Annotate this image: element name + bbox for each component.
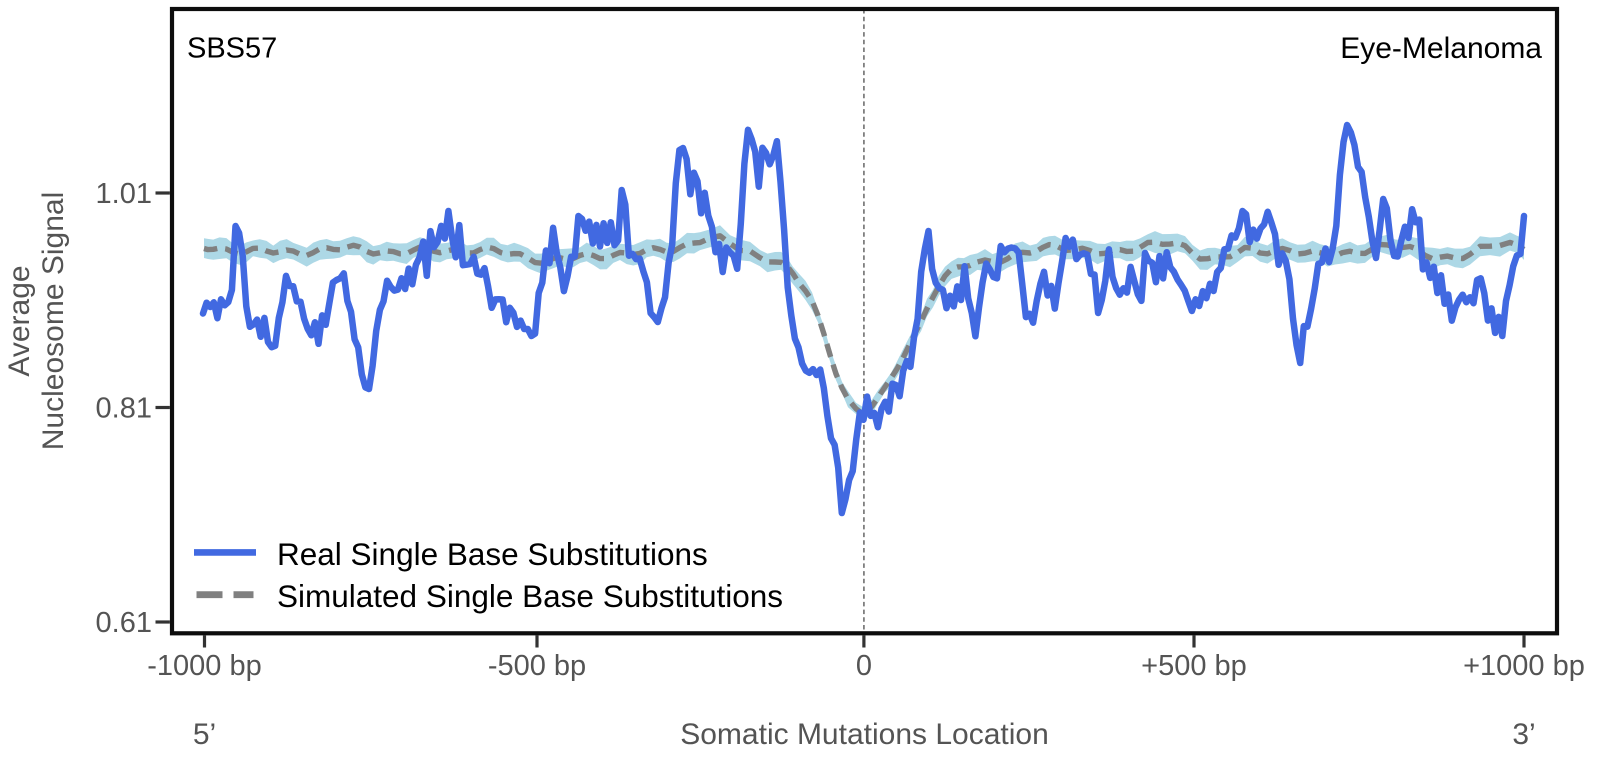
svg-text:0.61: 0.61	[96, 607, 152, 639]
svg-text:0: 0	[856, 650, 872, 682]
svg-text:1.01: 1.01	[96, 178, 152, 210]
svg-text:+500 bp: +500 bp	[1141, 650, 1247, 682]
svg-text:Average: Average	[3, 265, 36, 376]
svg-text:+1000 bp: +1000 bp	[1463, 650, 1585, 682]
svg-text:3’: 3’	[1512, 718, 1535, 751]
svg-text:Somatic Mutations Location: Somatic Mutations Location	[680, 718, 1049, 751]
svg-text:Simulated Single Base Substitu: Simulated Single Base Substitutions	[277, 578, 783, 614]
svg-text:5’: 5’	[193, 718, 216, 751]
svg-text:-500 bp: -500 bp	[488, 650, 586, 682]
svg-text:SBS57: SBS57	[187, 33, 277, 65]
svg-text:Real Single Base Substitutions: Real Single Base Substitutions	[277, 536, 708, 572]
svg-text:Nucleosome Signal: Nucleosome Signal	[37, 192, 70, 450]
svg-text:-1000 bp: -1000 bp	[147, 650, 262, 682]
svg-text:Eye-Melanoma: Eye-Melanoma	[1340, 32, 1542, 65]
svg-text:0.81: 0.81	[96, 393, 152, 425]
